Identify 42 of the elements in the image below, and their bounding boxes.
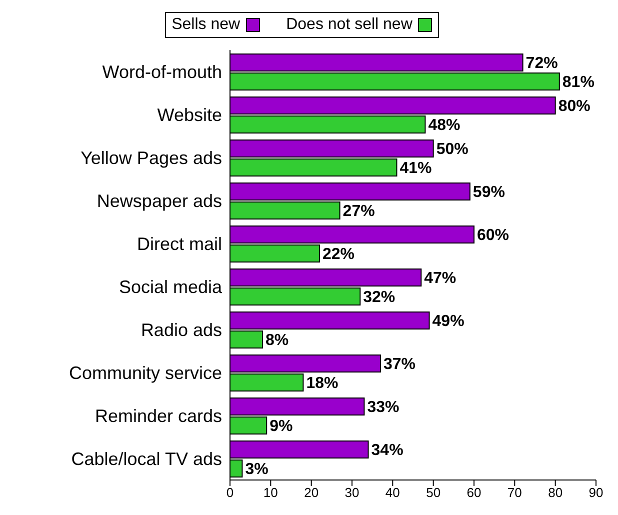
x-tick-label: 20 <box>304 485 319 500</box>
data-label: 37% <box>383 356 416 374</box>
x-tick-label: 60 <box>466 485 482 500</box>
data-label: 50% <box>436 141 468 158</box>
y-tick-label: Website <box>157 104 222 125</box>
x-tick-label: 70 <box>507 485 522 500</box>
y-tick-label: Community service <box>68 362 222 383</box>
data-label: 72% <box>526 55 558 72</box>
data-label: 32% <box>363 289 396 306</box>
data-label: 41% <box>400 160 432 178</box>
y-tick-label: Word-of-mouth <box>102 62 222 82</box>
data-label: 59% <box>472 184 505 202</box>
data-label: 81% <box>562 74 594 92</box>
y-tick-label: Reminder cards <box>94 406 222 426</box>
data-label: 33% <box>367 399 400 416</box>
x-tick-label: 10 <box>263 485 278 500</box>
x-tick-label: 0 <box>226 485 234 500</box>
data-label: 3% <box>245 461 268 478</box>
x-tick-label: 30 <box>344 485 360 500</box>
data-label: 60% <box>477 227 510 244</box>
y-tick-label: Yellow Pages ads <box>80 148 222 168</box>
data-label: 9% <box>270 418 293 436</box>
data-label: 8% <box>266 332 289 350</box>
y-tick-label: Direct mail <box>136 234 222 254</box>
data-label: 49% <box>432 313 464 330</box>
data-label: 22% <box>322 246 354 264</box>
x-tick-label: 80 <box>548 485 563 500</box>
x-tick-label: 40 <box>385 485 400 500</box>
x-tick-label: 90 <box>588 485 604 500</box>
y-tick-label: Newspaper ads <box>96 190 222 211</box>
data-label: 18% <box>306 375 338 392</box>
data-label: 80% <box>558 98 590 116</box>
y-tick-label: Cable/local TV ads <box>71 448 222 469</box>
legend-label: Does not sell new <box>286 16 412 34</box>
x-tick-label: 50 <box>426 485 441 500</box>
data-label: 34% <box>371 442 404 460</box>
data-label: 27% <box>342 203 375 220</box>
data-label: 48% <box>428 117 460 134</box>
legend-label: Sells new <box>172 16 240 34</box>
y-tick-label: Radio ads <box>140 320 222 340</box>
data-label: 47% <box>424 270 456 288</box>
y-tick-label: Social media <box>118 276 223 297</box>
